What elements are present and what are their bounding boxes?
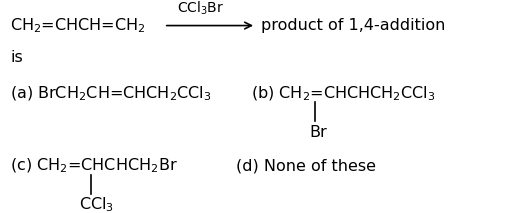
Text: Br: Br [310,125,328,140]
Text: CCl$_3$: CCl$_3$ [79,195,114,213]
Text: (d) None of these: (d) None of these [236,159,375,174]
Text: product of 1,4-addition: product of 1,4-addition [261,18,445,33]
Text: CH$_2$=CHCH=CH$_2$: CH$_2$=CHCH=CH$_2$ [10,16,146,35]
Text: (c) CH$_2$=CHCHCH$_2$Br: (c) CH$_2$=CHCHCH$_2$Br [10,157,178,175]
Text: CCl$_3$Br: CCl$_3$Br [177,0,224,17]
Text: is: is [10,50,23,65]
Text: (a) BrCH$_2$CH=CHCH$_2$CCl$_3$: (a) BrCH$_2$CH=CHCH$_2$CCl$_3$ [10,85,212,103]
Text: (b) CH$_2$=CHCHCH$_2$CCl$_3$: (b) CH$_2$=CHCHCH$_2$CCl$_3$ [251,85,435,103]
